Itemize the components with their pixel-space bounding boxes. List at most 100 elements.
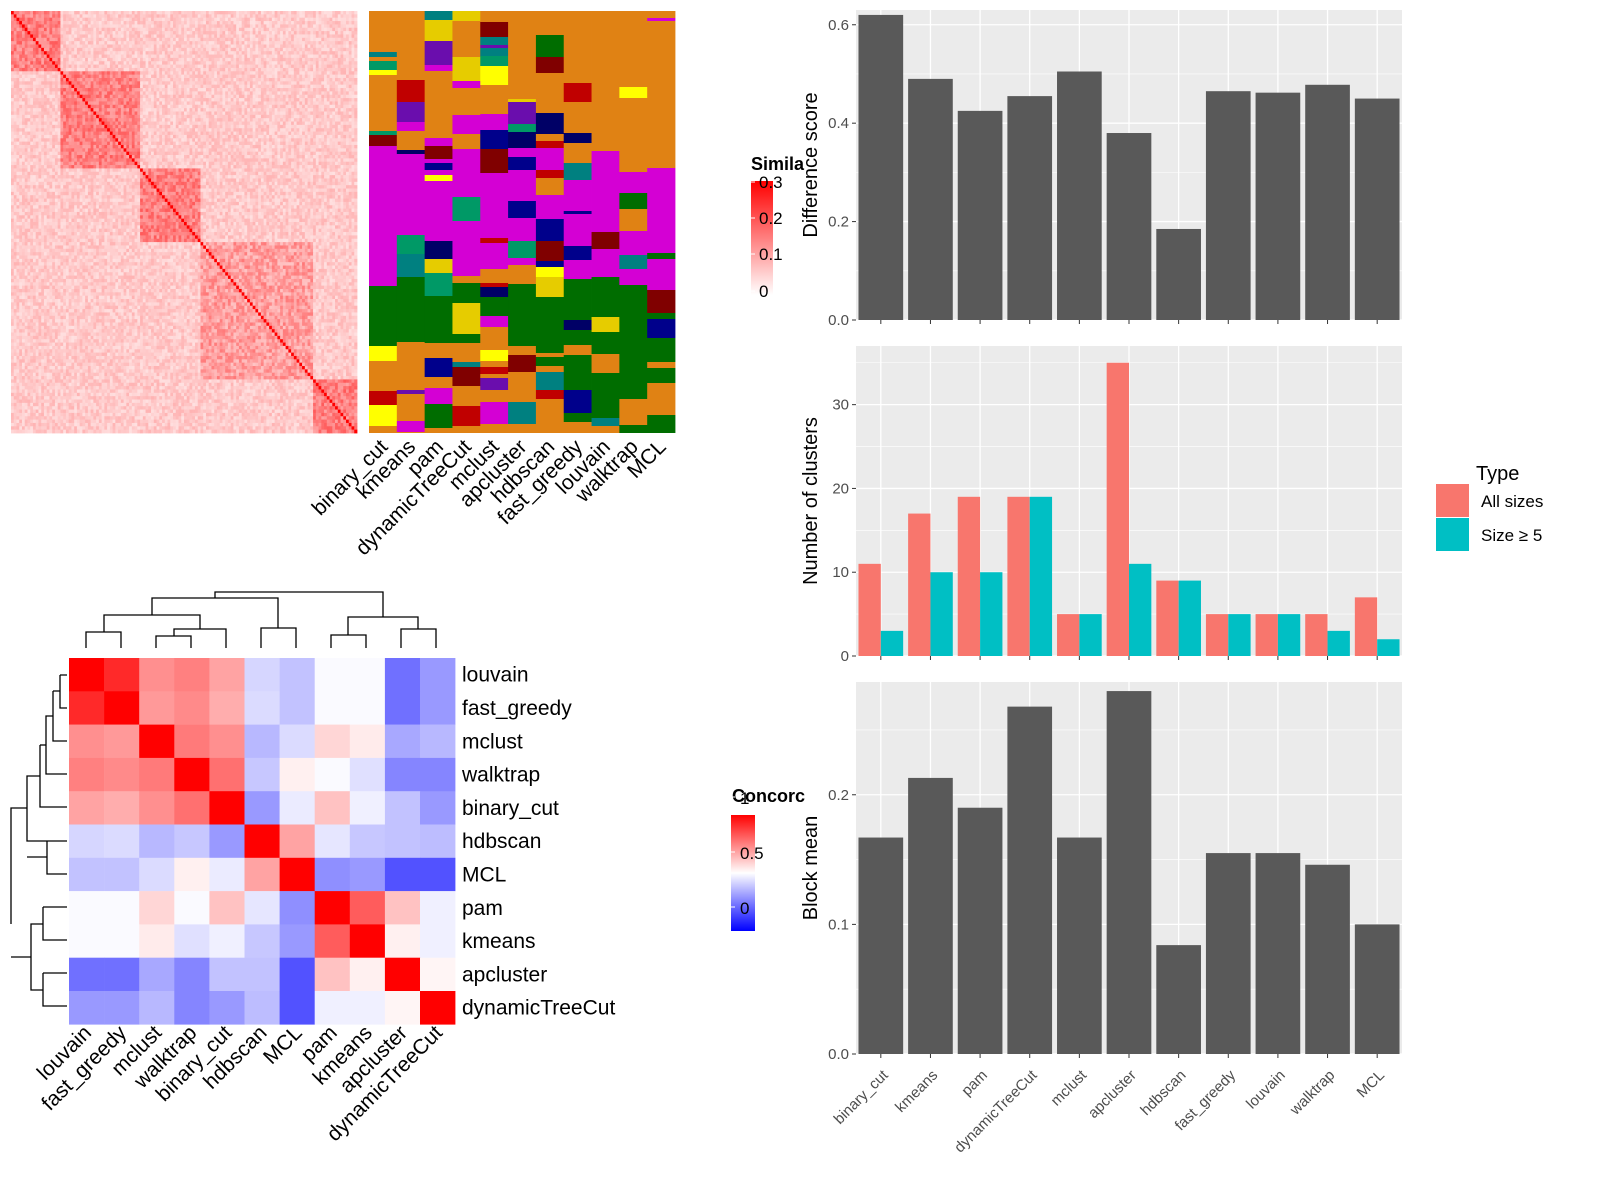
similarity-cell [85,114,89,119]
similarity-cell [173,71,177,76]
similarity-cell [120,31,124,35]
similarity-cell [260,31,265,35]
similarity-cell [354,21,358,25]
similarity-cell [255,131,259,136]
similarity-cell [41,121,45,126]
similarity-cell [181,131,185,136]
similarity-cell [230,111,234,116]
similarity-cell [173,31,177,35]
similarity-cell [134,94,138,99]
similarity-cell [348,108,352,112]
similarity-cell [236,14,240,19]
similarity-cell [145,31,149,35]
similarity-cell [307,111,311,116]
similarity-cell [184,84,188,89]
similarity-cell [24,114,28,119]
similarity-cell [238,44,243,49]
similarity-cell [302,111,306,116]
similarity-cell [313,24,317,29]
similarity-cell [118,51,122,55]
similarity-cell [247,98,251,102]
similarity-cell [107,17,111,22]
similarity-cell [167,61,171,65]
similarity-cell [230,44,234,49]
similarity-cell [76,61,81,65]
similarity-cell [19,141,23,146]
similarity-cell [65,114,70,119]
similarity-cell [112,11,116,15]
similarity-cell [38,141,42,146]
similarity-cell [258,101,262,106]
similarity-cell [126,141,130,146]
similarity-cell [348,124,352,129]
similarity-cell [109,14,114,19]
similarity-cell [129,74,133,79]
similarity-cell [321,57,325,62]
similarity-cell [32,21,37,25]
similarity-cell [346,94,350,99]
similarity-cell [32,67,37,72]
similarity-cell [41,41,45,45]
similarity-cell [318,31,322,35]
similarity-cell [35,57,39,62]
similarity-cell [181,61,185,65]
similarity-cell [43,34,48,39]
similarity-cell [30,71,34,76]
similarity-cell [68,141,72,146]
similarity-cell [304,41,308,45]
similarity-cell [244,124,248,129]
similarity-cell [173,88,177,92]
similarity-cell [98,121,103,126]
similarity-cell [348,128,352,132]
similarity-cell [104,71,108,76]
similarity-cell [197,24,201,29]
similarity-cell [118,24,122,29]
similarity-cell [313,17,317,22]
similarity-cell [313,67,317,72]
similarity-cell [107,31,111,35]
similarity-cell [203,24,207,29]
similarity-cell [247,74,251,79]
similarity-cell [315,21,319,25]
similarity-cell [302,98,306,102]
similarity-cell [107,44,111,49]
similarity-cell [93,138,97,143]
similarity-cell [274,108,278,112]
similarity-cell [189,94,193,99]
similarity-cell [164,101,168,106]
similarity-cell [285,11,289,15]
similarity-cell [227,88,232,92]
similarity-cell [16,98,20,102]
similarity-cell [354,124,358,129]
similarity-cell [200,77,204,82]
similarity-cell [241,24,245,29]
similarity-cell [35,47,39,52]
similarity-cell [156,71,160,76]
similarity-cell [288,74,292,79]
similarity-cell [203,64,207,69]
similarity-cell [24,131,28,136]
similarity-cell [318,27,322,32]
similarity-cell [271,124,276,129]
similarity-cell [178,31,182,35]
similarity-cell [76,54,81,59]
similarity-cell [87,74,92,79]
similarity-cell [30,27,34,32]
similarity-cell [236,98,240,102]
similarity-cell [282,81,287,86]
similarity-cell [24,77,28,82]
similarity-cell [131,134,135,139]
similarity-cell [326,128,330,132]
similarity-cell [131,98,135,102]
similarity-cell [11,84,15,89]
similarity-cell [285,41,289,45]
similarity-cell [318,91,322,96]
similarity-cell [318,104,322,109]
similarity-cell [247,27,251,32]
similarity-cell [184,88,188,92]
similarity-cell [282,84,287,89]
similarity-cell [156,74,160,79]
similarity-cell [71,98,75,102]
similarity-cell [115,118,119,122]
similarity-cell [258,124,262,129]
